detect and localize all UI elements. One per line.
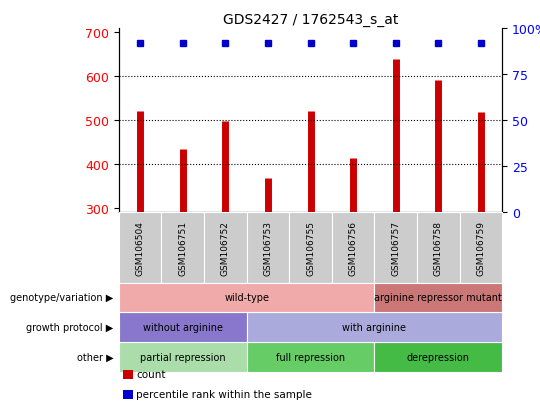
Text: GSM106757: GSM106757 — [391, 221, 400, 275]
Text: GSM106758: GSM106758 — [434, 221, 443, 275]
Text: arginine repressor mutant: arginine repressor mutant — [374, 293, 502, 303]
Text: GSM106751: GSM106751 — [178, 221, 187, 275]
Text: full repression: full repression — [276, 352, 345, 362]
Text: GSM106752: GSM106752 — [221, 221, 230, 275]
Text: growth protocol ▶: growth protocol ▶ — [26, 322, 113, 332]
Text: partial repression: partial repression — [140, 352, 226, 362]
Text: without arginine: without arginine — [143, 322, 222, 332]
Text: GSM106756: GSM106756 — [349, 221, 357, 275]
Text: GSM106759: GSM106759 — [476, 221, 485, 275]
Text: GSM106504: GSM106504 — [136, 221, 145, 275]
Text: percentile rank within the sample: percentile rank within the sample — [136, 389, 312, 399]
Text: with arginine: with arginine — [342, 322, 407, 332]
Text: count: count — [136, 370, 166, 380]
Text: wild-type: wild-type — [224, 293, 269, 303]
Title: GDS2427 / 1762543_s_at: GDS2427 / 1762543_s_at — [223, 12, 398, 26]
Text: GSM106755: GSM106755 — [306, 221, 315, 275]
Text: GSM106753: GSM106753 — [264, 221, 272, 275]
Text: derepression: derepression — [407, 352, 470, 362]
Text: other ▶: other ▶ — [77, 352, 113, 362]
Text: genotype/variation ▶: genotype/variation ▶ — [10, 293, 113, 303]
